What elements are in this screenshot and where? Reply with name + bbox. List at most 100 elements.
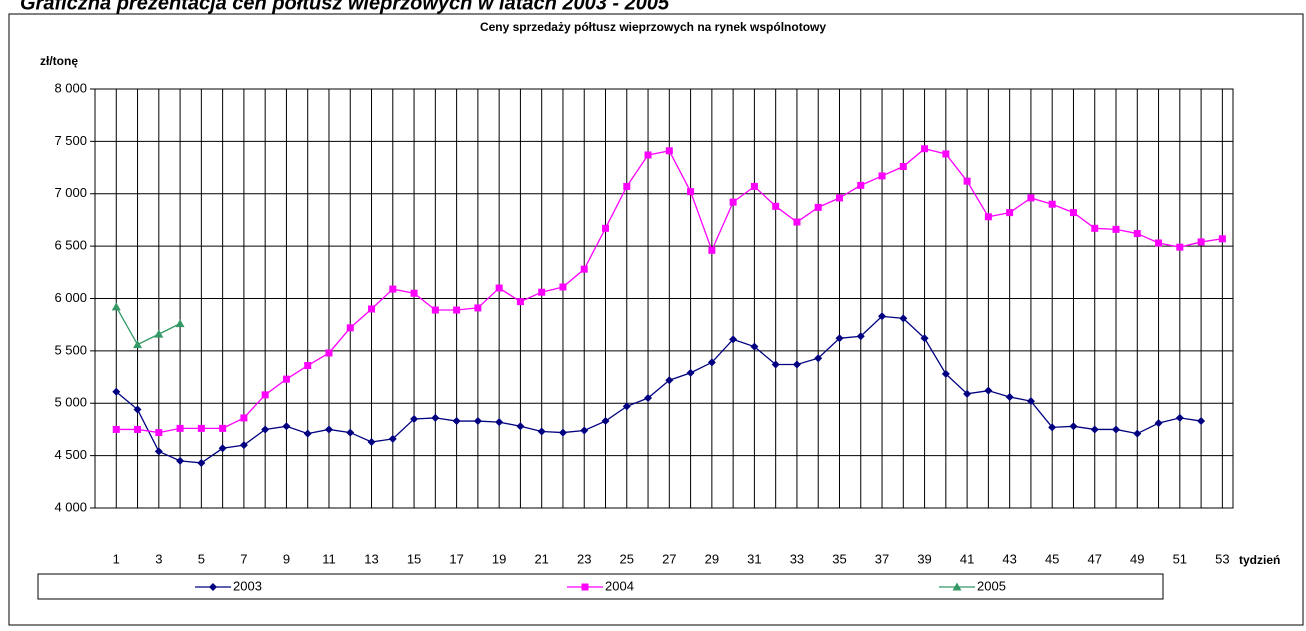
marker (708, 246, 716, 254)
legend-box (37, 573, 1164, 600)
marker (324, 425, 333, 434)
x-tick-label: 5 (198, 551, 205, 566)
marker (878, 312, 887, 321)
y-tick-label: 4 500 (54, 447, 87, 462)
marker (644, 394, 653, 403)
marker (495, 284, 503, 292)
marker (665, 147, 673, 155)
marker (112, 387, 121, 396)
x-tick-label: 33 (790, 551, 804, 566)
marker (1048, 423, 1057, 432)
x-tick-label: 3 (155, 551, 162, 566)
marker (814, 203, 822, 211)
marker (1005, 392, 1014, 401)
y-tick-label: 7 000 (54, 185, 87, 200)
marker (282, 375, 290, 383)
marker (154, 329, 164, 338)
marker (209, 583, 217, 591)
marker (580, 426, 589, 435)
marker (473, 417, 482, 426)
y-tick-label: 5 500 (54, 342, 87, 357)
marker (325, 349, 333, 357)
marker (388, 434, 397, 443)
page-heading: Graficzna prezentacja cen półtusz wieprz… (20, 0, 670, 14)
y-tick-label: 4 000 (54, 499, 87, 514)
marker (1218, 235, 1226, 243)
marker (1155, 239, 1163, 247)
marker (952, 582, 962, 591)
x-tick-label: 1 (113, 551, 120, 566)
x-tick-label: 13 (364, 551, 378, 566)
x-tick-label: 23 (577, 551, 591, 566)
marker (154, 447, 163, 456)
marker (133, 405, 142, 414)
marker (134, 425, 142, 433)
marker (1175, 413, 1184, 422)
marker (687, 188, 695, 196)
marker (665, 376, 674, 385)
marker (1112, 425, 1121, 434)
marker (1112, 225, 1120, 233)
marker (410, 414, 419, 423)
legend-label: 2003 (233, 578, 262, 593)
marker (1069, 209, 1077, 217)
marker (963, 389, 972, 398)
marker (516, 298, 524, 306)
marker (921, 145, 929, 153)
marker (835, 334, 844, 343)
marker (984, 213, 992, 221)
marker (304, 362, 312, 370)
marker (516, 422, 525, 431)
marker (750, 342, 759, 351)
marker (729, 335, 738, 344)
marker (346, 324, 354, 332)
marker (218, 444, 227, 453)
marker (1133, 230, 1141, 238)
marker (538, 288, 546, 296)
marker (1197, 417, 1206, 426)
marker (1154, 419, 1163, 428)
marker (303, 429, 312, 438)
chart-title: Ceny sprzedaży półtusz wieprzowych na ry… (480, 20, 826, 34)
x-tick-label: 41 (960, 551, 974, 566)
x-tick-label: 39 (917, 551, 931, 566)
marker (389, 285, 397, 293)
marker (1048, 200, 1056, 208)
marker (623, 182, 631, 190)
marker (537, 427, 546, 436)
marker (261, 425, 270, 434)
marker (899, 163, 907, 171)
marker (282, 422, 291, 431)
marker (581, 583, 589, 591)
x-tick-label: 31 (747, 551, 761, 566)
x-tick-label: 29 (705, 551, 719, 566)
marker (984, 386, 993, 395)
marker (1197, 238, 1205, 246)
x-tick-label: 43 (1002, 551, 1016, 566)
x-tick-label: 27 (662, 551, 676, 566)
series-line (115, 315, 1202, 464)
x-tick-label: 51 (1173, 551, 1187, 566)
marker (771, 360, 780, 369)
marker (686, 368, 695, 377)
marker (197, 458, 206, 467)
legend-label: 2004 (605, 578, 634, 593)
marker (111, 302, 121, 311)
x-tick-label: 37 (875, 551, 889, 566)
marker (558, 428, 567, 437)
marker (1091, 224, 1099, 232)
x-tick-label: 47 (1088, 551, 1102, 566)
x-tick-label: 35 (832, 551, 846, 566)
marker (941, 369, 950, 378)
marker (1026, 397, 1035, 406)
marker (474, 304, 482, 312)
marker (133, 340, 143, 349)
marker (367, 438, 376, 447)
marker (793, 218, 801, 226)
marker (750, 182, 758, 190)
marker (495, 418, 504, 427)
marker (431, 306, 439, 314)
marker (452, 417, 461, 426)
chart-frame (8, 13, 1304, 626)
